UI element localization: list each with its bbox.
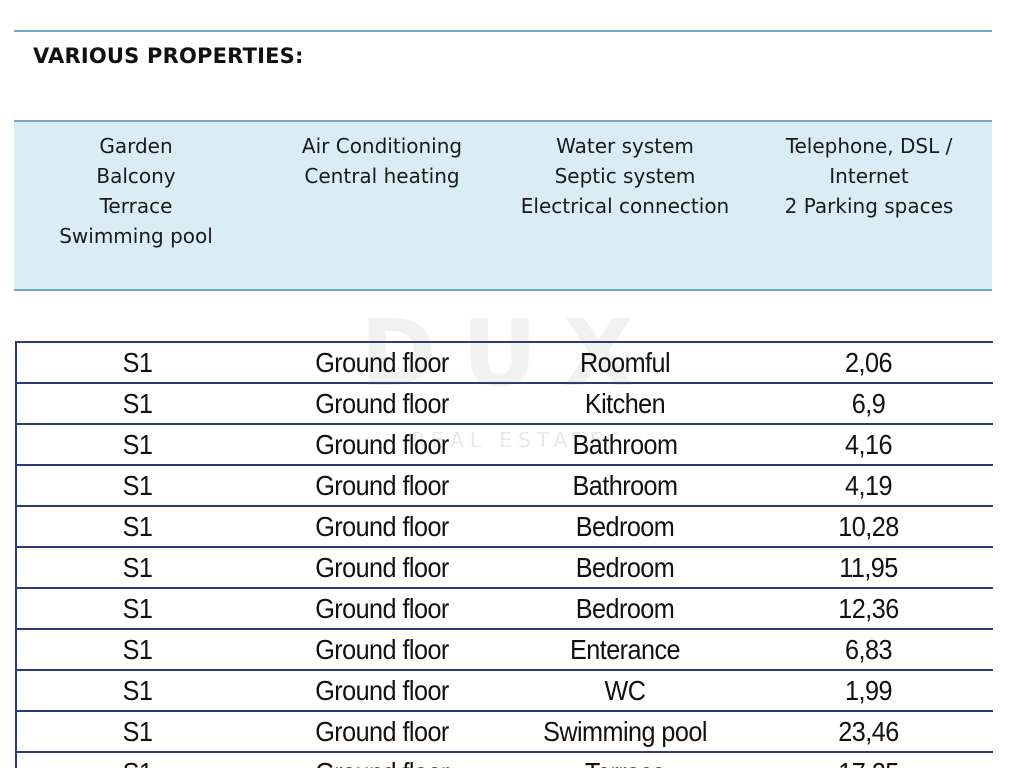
- area-cell: 6,9: [756, 382, 981, 425]
- area-cell: 1,99: [756, 669, 981, 712]
- property-item: Garden: [99, 134, 173, 158]
- room-cell: Swimming pool: [517, 710, 733, 753]
- floor-cell: Ground floor: [270, 505, 494, 548]
- unit-cell: S1: [27, 587, 246, 630]
- unit-cell: S1: [27, 382, 246, 425]
- unit-cell: S1: [27, 464, 246, 507]
- properties-column-utilities: Water system Septic system Electrical co…: [500, 131, 750, 221]
- table-row: S1 Ground floor Roomful 2,06: [16, 341, 993, 384]
- unit-cell: S1: [27, 628, 246, 671]
- properties-panel: Garden Balcony Terrace Swimming pool Air…: [14, 120, 992, 291]
- area-cell: 6,83: [756, 628, 981, 671]
- table-row: S1 Ground floor Bathroom 4,19: [16, 464, 993, 507]
- property-item: Terrace: [99, 194, 173, 218]
- room-cell: Bathroom: [517, 423, 733, 466]
- property-item: Electrical connection: [520, 194, 730, 218]
- floor-cell: Ground floor: [270, 382, 494, 425]
- table-row: S1 Ground floor Enterance 6,83: [16, 628, 993, 671]
- room-cell: Terrace: [517, 751, 733, 768]
- floor-cell: Ground floor: [270, 341, 494, 384]
- room-cell: Bedroom: [517, 505, 733, 548]
- area-cell: 4,16: [756, 423, 981, 466]
- rooms-table-body: S1 Ground floor Roomful 2,06 S1 Ground floor K…: [16, 341, 993, 768]
- table-row: S1 Ground floor Bathroom 4,16: [16, 423, 993, 466]
- floor-cell: Ground floor: [270, 628, 494, 671]
- table-row: S1 Ground floor Terrace 17,25: [16, 751, 993, 768]
- room-cell: Roomful: [517, 341, 733, 384]
- table-row: S1 Ground floor Bedroom 10,28: [16, 505, 993, 548]
- unit-cell: S1: [27, 669, 246, 712]
- property-item: Swimming pool: [59, 224, 213, 248]
- unit-cell: S1: [27, 546, 246, 589]
- properties-column-connectivity: Telephone, DSL / Internet 2 Parking spac…: [754, 131, 984, 221]
- section-title: VARIOUS PROPERTIES:: [33, 44, 304, 68]
- area-cell: 23,46: [756, 710, 981, 753]
- floor-cell: Ground floor: [270, 587, 494, 630]
- rooms-table: S1 Ground floor Roomful 2,06 S1 Ground floor K…: [15, 341, 993, 768]
- floor-cell: Ground floor: [270, 669, 494, 712]
- properties-column-climate: Air Conditioning Central heating: [276, 131, 488, 191]
- room-cell: Bedroom: [517, 587, 733, 630]
- floor-cell: Ground floor: [270, 751, 494, 768]
- table-row: S1 Ground floor Bedroom 11,95: [16, 546, 993, 589]
- property-item: Balcony: [96, 164, 176, 188]
- property-item: Septic system: [554, 164, 696, 188]
- area-cell: 4,19: [756, 464, 981, 507]
- area-cell: 12,36: [756, 587, 981, 630]
- area-cell: 17,25: [756, 751, 981, 768]
- room-cell: Bedroom: [517, 546, 733, 589]
- table-row: S1 Ground floor Bedroom 12,36: [16, 587, 993, 630]
- room-cell: Bathroom: [517, 464, 733, 507]
- property-item: Telephone, DSL /: [785, 134, 953, 158]
- room-cell: WC: [517, 669, 733, 712]
- room-cell: Kitchen: [517, 382, 733, 425]
- unit-cell: S1: [27, 423, 246, 466]
- property-item: Central heating: [304, 164, 460, 188]
- unit-cell: S1: [27, 751, 246, 768]
- property-item: Water system: [556, 134, 694, 158]
- room-cell: Enterance: [517, 628, 733, 671]
- floor-cell: Ground floor: [270, 464, 494, 507]
- property-item: Air Conditioning: [301, 134, 463, 158]
- area-cell: 10,28: [756, 505, 981, 548]
- area-cell: 2,06: [756, 341, 981, 384]
- top-divider: [14, 30, 992, 32]
- floor-cell: Ground floor: [270, 710, 494, 753]
- floor-cell: Ground floor: [270, 423, 494, 466]
- unit-cell: S1: [27, 341, 246, 384]
- table-row: S1 Ground floor Swimming pool 23,46: [16, 710, 993, 753]
- table-row: S1 Ground floor Kitchen 6,9: [16, 382, 993, 425]
- property-item: Internet: [829, 164, 909, 188]
- table-row: S1 Ground floor WC 1,99: [16, 669, 993, 712]
- floor-cell: Ground floor: [270, 546, 494, 589]
- unit-cell: S1: [27, 710, 246, 753]
- unit-cell: S1: [27, 505, 246, 548]
- properties-column-outdoor: Garden Balcony Terrace Swimming pool: [32, 131, 240, 251]
- property-item: 2 Parking spaces: [784, 194, 954, 218]
- area-cell: 11,95: [756, 546, 981, 589]
